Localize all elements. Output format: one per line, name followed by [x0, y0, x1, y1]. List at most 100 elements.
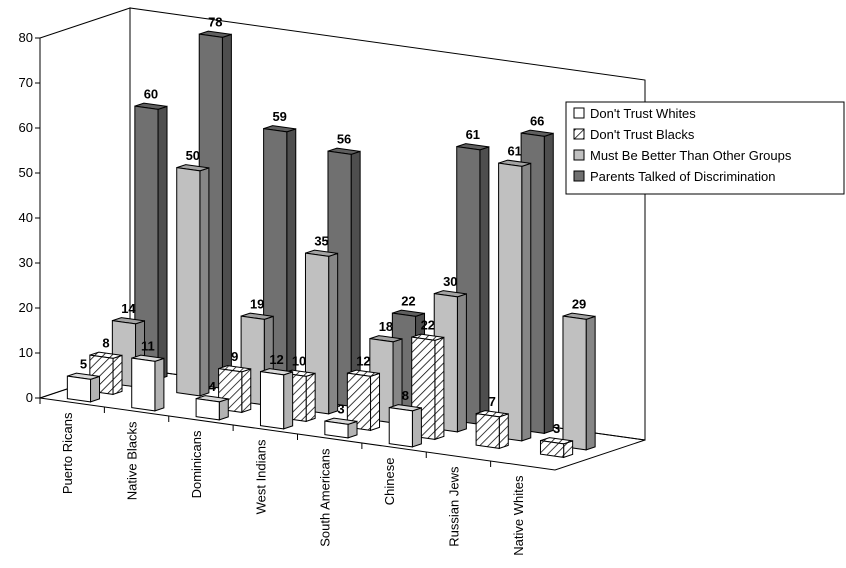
bar-side — [456, 293, 467, 433]
value-label: 22 — [401, 293, 415, 308]
bar-side — [221, 33, 232, 390]
value-label: 18 — [379, 319, 393, 334]
bar — [131, 354, 165, 412]
bar-side — [154, 357, 165, 412]
bar-side — [411, 407, 422, 448]
value-label: 59 — [272, 109, 286, 124]
walls: 0 10 20 30 40 50 60 70 80 Puerto Ricans Native Bla… — [19, 7, 646, 556]
bar-side — [585, 315, 596, 451]
x-tick-label: Russian Jews — [446, 466, 461, 547]
bar — [259, 368, 294, 430]
y-tick-label: 60 — [19, 120, 33, 135]
value-label: 3 — [553, 421, 560, 436]
bar-side — [218, 398, 229, 421]
bar — [388, 404, 422, 448]
legend-label: Must Be Better Than Other Groups — [590, 148, 792, 163]
legend-swatch — [573, 107, 585, 119]
x-tick-label: Puerto Ricans — [60, 412, 75, 494]
value-label: 3 — [337, 401, 344, 416]
value-label: 4 — [209, 379, 217, 394]
value-label: 35 — [314, 233, 328, 248]
bar — [475, 410, 509, 450]
y-tick-label: 0 — [26, 390, 33, 405]
legend-label: Don't Trust Whites — [590, 106, 696, 121]
value-label: 60 — [144, 86, 158, 101]
bar-front — [562, 315, 587, 451]
x-tick-label: South Americans — [318, 448, 333, 547]
value-label: 66 — [530, 113, 544, 128]
value-label: 5 — [80, 356, 87, 371]
y-tick-label: 70 — [19, 75, 33, 90]
value-label: 30 — [443, 274, 457, 289]
bar — [539, 437, 574, 459]
bar-side — [543, 132, 554, 435]
legend-label: Parents Talked of Discrimination — [590, 169, 775, 184]
bar-side — [112, 354, 123, 396]
x-tick-label: Dominicans — [189, 430, 204, 498]
y-tick-label: 10 — [19, 345, 33, 360]
bar-front — [259, 371, 285, 430]
bar-front — [539, 440, 565, 458]
bar-side — [305, 372, 316, 423]
bar-side — [370, 372, 381, 432]
bar — [134, 102, 168, 381]
bar-front — [388, 407, 413, 448]
value-label: 11 — [141, 338, 155, 353]
x-tick-label: Native Whites — [511, 475, 526, 556]
value-label: 8 — [402, 388, 409, 403]
bar-front — [66, 375, 92, 403]
value-label: 7 — [489, 394, 496, 409]
legend-label: Don't Trust Blacks — [590, 127, 695, 142]
bar-front — [498, 162, 523, 442]
bar-side — [328, 252, 339, 415]
bar-front — [131, 357, 156, 412]
bar-side — [434, 336, 445, 441]
y-tick-label: 20 — [19, 300, 33, 315]
value-label: 12 — [269, 352, 283, 367]
value-label: 8 — [102, 335, 109, 350]
value-label: 29 — [572, 296, 586, 311]
value-label: 19 — [250, 296, 264, 311]
bar — [176, 164, 210, 397]
value-label: 9 — [231, 349, 238, 364]
bar-front — [176, 167, 201, 397]
y-tick-label: 80 — [19, 30, 33, 45]
x-tick-label: Native Blacks — [125, 421, 140, 500]
bar-side — [90, 375, 101, 403]
bar-side — [241, 368, 252, 414]
bar-front — [195, 398, 220, 421]
legend-swatch — [573, 170, 585, 182]
legend-swatch — [573, 128, 585, 140]
bar-front — [475, 413, 500, 449]
value-label: 14 — [121, 301, 136, 316]
bar-side — [283, 371, 294, 430]
y-tick-label: 40 — [19, 210, 33, 225]
bar — [324, 417, 358, 439]
value-label: 12 — [356, 353, 370, 368]
bar-side — [521, 162, 532, 442]
value-label: 22 — [421, 317, 435, 332]
value-label: 78 — [208, 14, 222, 29]
value-label: 50 — [186, 148, 200, 163]
bar — [195, 395, 229, 421]
y-tick-label: 30 — [19, 255, 33, 270]
bar-side — [498, 413, 509, 450]
value-label: 61 — [466, 127, 480, 142]
bar — [66, 372, 101, 403]
bar — [346, 369, 381, 432]
bar-front — [346, 372, 372, 431]
value-label: 56 — [337, 131, 351, 146]
value-label: 61 — [507, 143, 521, 158]
y-tick-label: 50 — [19, 165, 33, 180]
x-tick-label: West Indians — [253, 439, 268, 514]
legend: Don't Trust Whites Don't Trust Blacks Must… — [565, 101, 845, 195]
x-tick-label: Chinese — [382, 458, 397, 506]
bar-side — [479, 146, 490, 426]
bar-side — [199, 167, 210, 397]
value-label: 10 — [292, 353, 306, 368]
bar — [498, 159, 532, 442]
legend-box — [565, 101, 845, 195]
legend-swatch — [573, 149, 585, 161]
